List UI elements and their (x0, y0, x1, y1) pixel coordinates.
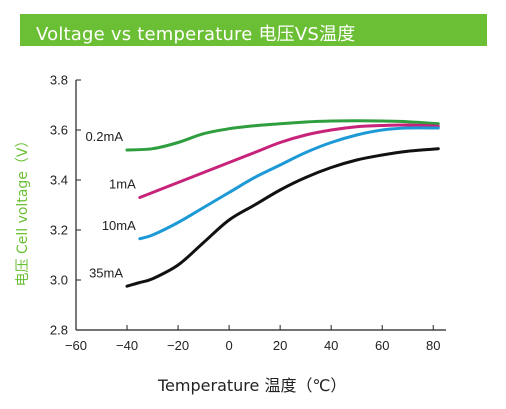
x-tick-label: 20 (273, 338, 287, 353)
x-tick-label: −60 (65, 338, 87, 353)
x-tick-label: 40 (324, 338, 338, 353)
x-axis-label: Temperature 温度（℃） (158, 376, 347, 395)
series-label-0-2ma: 0.2mA (85, 129, 123, 144)
x-tick-label: 60 (375, 338, 389, 353)
x-tick-label: −40 (116, 338, 138, 353)
y-axis-label: 电压 Cell voltage（V） (15, 133, 31, 287)
y-tick-label: 3.0 (50, 273, 68, 288)
x-tick-label: 0 (225, 338, 232, 353)
x-tick-label: −20 (167, 338, 189, 353)
chart-title: Voltage vs temperature 电压VS温度 (36, 24, 356, 45)
series-label-1ma: 1mA (109, 177, 136, 192)
x-tick-label: 80 (426, 338, 440, 353)
series-line-35ma (125, 147, 440, 288)
y-tick-label: 2.8 (50, 323, 68, 338)
y-tick-label: 3.2 (50, 223, 68, 238)
series-line-10ma (138, 126, 440, 241)
y-tick-label: 3.6 (50, 123, 68, 138)
title-banner: Voltage vs temperature 电压VS温度 (20, 14, 487, 46)
y-tick-label: 3.8 (50, 73, 68, 88)
series-label-10ma: 10mA (102, 218, 136, 233)
series-label-35ma: 35mA (89, 265, 123, 280)
series-line-1ma (138, 123, 440, 199)
series-line-0-2ma (125, 119, 440, 152)
y-tick-label: 3.4 (50, 173, 68, 188)
